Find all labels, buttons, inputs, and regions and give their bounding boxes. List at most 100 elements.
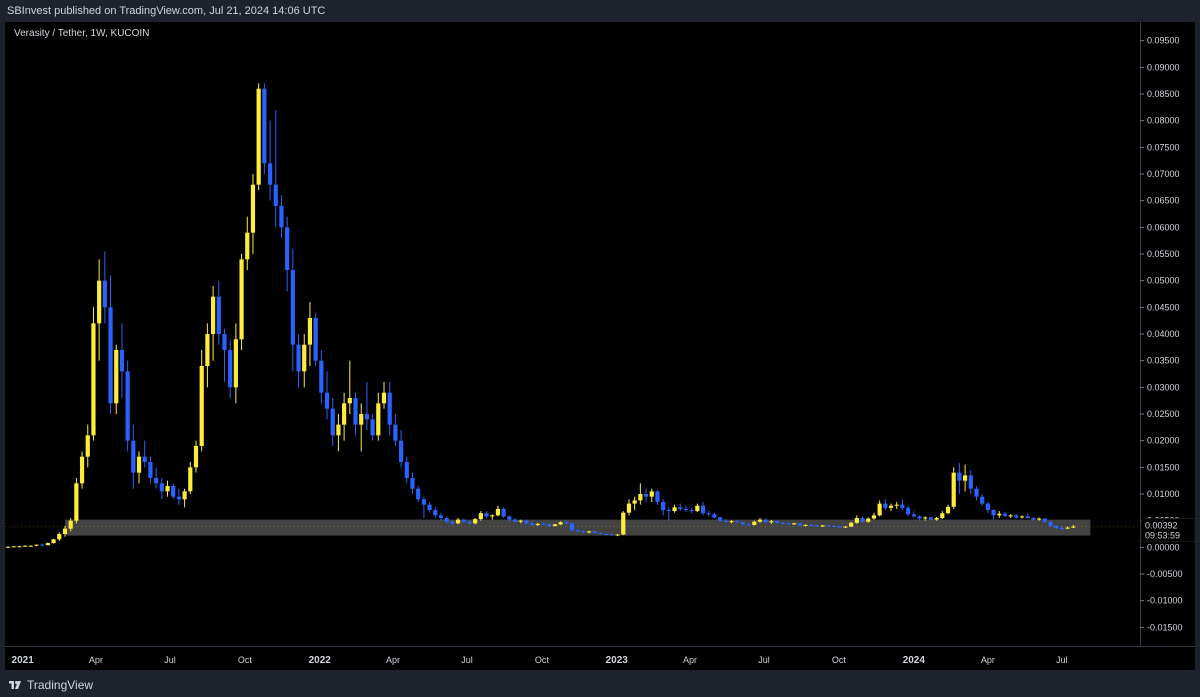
candle[interactable]: [604, 533, 609, 536]
candle[interactable]: [136, 451, 142, 484]
candle[interactable]: [125, 360, 130, 452]
candle[interactable]: [888, 503, 894, 512]
candle[interactable]: [615, 534, 620, 537]
candle[interactable]: [279, 195, 284, 238]
candle[interactable]: [626, 499, 632, 516]
candle[interactable]: [712, 512, 717, 519]
candle[interactable]: [267, 120, 273, 201]
candle[interactable]: [74, 478, 79, 524]
candle[interactable]: [119, 323, 125, 398]
candle[interactable]: [945, 504, 951, 515]
candle[interactable]: [518, 519, 523, 524]
candle[interactable]: [330, 398, 335, 446]
candle[interactable]: [233, 323, 238, 404]
candle[interactable]: [410, 472, 415, 494]
candle[interactable]: [683, 505, 689, 513]
candle[interactable]: [108, 275, 113, 414]
candle[interactable]: [564, 520, 569, 525]
candle[interactable]: [672, 504, 677, 513]
candle[interactable]: [689, 507, 694, 514]
candle[interactable]: [438, 512, 444, 521]
candle[interactable]: [182, 488, 187, 508]
candle[interactable]: [17, 545, 22, 548]
candle[interactable]: [786, 522, 791, 525]
candle[interactable]: [632, 496, 637, 510]
candle[interactable]: [62, 526, 68, 537]
candle[interactable]: [643, 488, 649, 502]
candle[interactable]: [763, 518, 768, 524]
candle[interactable]: [490, 514, 495, 520]
candle[interactable]: [51, 538, 56, 544]
candle[interactable]: [757, 518, 763, 523]
candle[interactable]: [11, 546, 16, 548]
candle[interactable]: [57, 532, 62, 541]
candle[interactable]: [569, 522, 575, 532]
candle[interactable]: [735, 519, 740, 523]
candle[interactable]: [102, 251, 107, 324]
candle[interactable]: [1014, 514, 1019, 519]
candle[interactable]: [342, 392, 347, 441]
candle[interactable]: [700, 502, 706, 516]
candle[interactable]: [467, 520, 472, 525]
candle[interactable]: [250, 174, 256, 254]
candle[interactable]: [450, 520, 455, 526]
candle[interactable]: [1008, 514, 1013, 518]
candle[interactable]: [638, 483, 643, 505]
candle[interactable]: [552, 523, 558, 527]
candle[interactable]: [131, 424, 136, 489]
candle[interactable]: [393, 414, 398, 446]
candle[interactable]: [347, 360, 352, 414]
chart-panel[interactable]: 0.09500 0.09000 0.08500 0.08000 0.07500 0.070…: [5, 22, 1195, 670]
candle[interactable]: [364, 382, 370, 430]
candle[interactable]: [1042, 518, 1047, 523]
candle[interactable]: [894, 502, 899, 509]
candle[interactable]: [359, 403, 364, 452]
candle[interactable]: [296, 334, 301, 388]
candle[interactable]: [592, 530, 597, 534]
candle[interactable]: [774, 520, 780, 524]
candle[interactable]: [262, 83, 267, 174]
candle[interactable]: [427, 502, 432, 513]
candle[interactable]: [444, 516, 449, 524]
candle[interactable]: [205, 323, 210, 388]
candle[interactable]: [324, 371, 330, 420]
candle[interactable]: [239, 254, 244, 350]
candle[interactable]: [210, 286, 216, 361]
candle[interactable]: [530, 521, 535, 526]
candle[interactable]: [740, 521, 746, 526]
candle[interactable]: [22, 545, 28, 547]
candle[interactable]: [997, 511, 1002, 518]
candle[interactable]: [803, 524, 808, 527]
candle[interactable]: [792, 522, 797, 525]
candle[interactable]: [826, 524, 831, 527]
candle[interactable]: [911, 511, 916, 518]
candle[interactable]: [353, 392, 358, 436]
candle[interactable]: [461, 518, 466, 524]
candle[interactable]: [962, 464, 968, 492]
candle[interactable]: [968, 470, 973, 494]
candle[interactable]: [598, 532, 603, 535]
candle[interactable]: [854, 515, 859, 524]
candle[interactable]: [940, 511, 945, 520]
candle[interactable]: [512, 518, 518, 523]
candle[interactable]: [780, 521, 785, 525]
candle[interactable]: [188, 462, 193, 494]
candle[interactable]: [1025, 513, 1030, 519]
candle[interactable]: [228, 339, 233, 398]
candle[interactable]: [729, 520, 734, 524]
candle[interactable]: [28, 545, 33, 547]
candle[interactable]: [501, 507, 506, 518]
candle[interactable]: [148, 456, 153, 484]
candle[interactable]: [655, 489, 660, 505]
candle[interactable]: [5, 546, 11, 548]
candle[interactable]: [91, 307, 96, 441]
candle[interactable]: [1048, 521, 1053, 528]
candle[interactable]: [860, 516, 865, 523]
candle[interactable]: [68, 518, 73, 532]
candle[interactable]: [114, 344, 119, 414]
candle[interactable]: [176, 488, 182, 505]
candle[interactable]: [814, 524, 820, 528]
candle[interactable]: [433, 507, 438, 518]
candle[interactable]: [524, 519, 529, 525]
candle[interactable]: [871, 512, 877, 520]
